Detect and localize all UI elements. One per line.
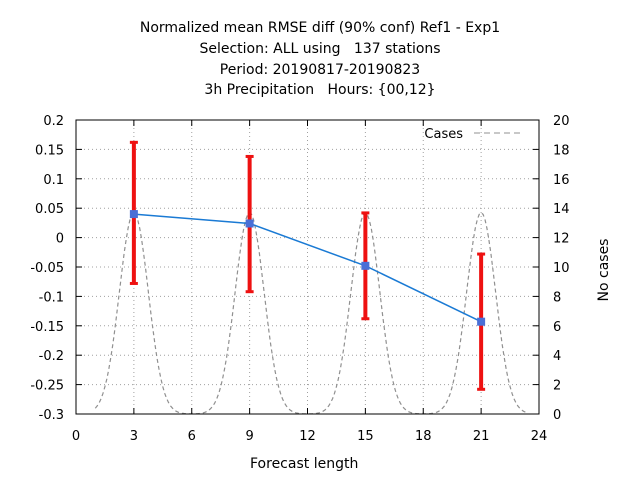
y-tick-label: 0.15 xyxy=(35,143,64,158)
data-point xyxy=(361,261,370,270)
y-tick-label: 0.2 xyxy=(43,114,64,129)
y-tick-label: -0.1 xyxy=(39,290,64,305)
y2-tick-label: 8 xyxy=(553,290,561,305)
series-line xyxy=(133,213,482,323)
y-tick-label: -0.3 xyxy=(39,408,64,423)
y2-tick-label: 18 xyxy=(553,143,570,158)
chart-title-line-3: Period: 20190817-20190823 xyxy=(219,62,421,78)
x-tick-label: 21 xyxy=(473,429,490,444)
y-tick-label: -0.15 xyxy=(30,320,64,335)
legend: Cases xyxy=(424,127,520,142)
y2-tick-label: 4 xyxy=(553,349,561,364)
y2-tick-label: 2 xyxy=(553,379,561,394)
y2-axis-label: No cases xyxy=(596,238,612,302)
x-tick-label: 3 xyxy=(130,429,138,444)
x-tick-label: 9 xyxy=(245,429,253,444)
y-tick-label: -0.05 xyxy=(30,261,64,276)
legend-label-cases: Cases xyxy=(424,127,463,142)
x-tick-label: 12 xyxy=(299,429,316,444)
y2-tick-label: 0 xyxy=(553,408,561,423)
data-point xyxy=(129,210,138,219)
y2-tick-label: 6 xyxy=(553,320,561,335)
x-tick-label: 18 xyxy=(415,429,432,444)
grid xyxy=(76,120,539,414)
x-tick-label: 6 xyxy=(188,429,196,444)
y2-tick-label: 10 xyxy=(553,261,570,276)
chart-title-line-1: Normalized mean RMSE diff (90% conf) Ref… xyxy=(139,20,501,36)
x-tick-label: 15 xyxy=(357,429,374,444)
y-tick-label: -0.2 xyxy=(39,349,64,364)
data-point xyxy=(477,317,486,326)
chart-title-line-2: Selection: ALL using 137 stations xyxy=(199,41,441,57)
y-tick-label: 0.1 xyxy=(43,173,64,188)
y2-tick-label: 14 xyxy=(553,202,570,217)
x-tick-label: 0 xyxy=(72,429,80,444)
data-point xyxy=(245,219,254,228)
x-tick-label: 24 xyxy=(531,429,548,444)
y2-tick-label: 12 xyxy=(553,232,570,247)
y2-tick-label: 20 xyxy=(553,114,570,129)
chart-title-line-4: 3h Precipitation Hours: {00,12} xyxy=(204,82,436,98)
y-tick-label: -0.25 xyxy=(30,379,64,394)
y-tick-label: 0 xyxy=(56,232,64,247)
rmse-diff-series xyxy=(129,140,486,391)
y-tick-label: 0.05 xyxy=(35,202,64,217)
axis-ticks: 0 3 6 9 12 15 18 21 24-0.3-0.25-0.2-0.15-0.1-0.0… xyxy=(30,114,569,444)
x-axis-label: Forecast length xyxy=(250,456,359,472)
y2-tick-label: 16 xyxy=(553,173,570,188)
